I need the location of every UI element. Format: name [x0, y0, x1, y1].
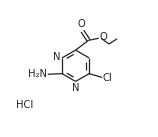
Text: HCl: HCl	[16, 100, 33, 110]
Text: O: O	[99, 32, 107, 42]
Text: H₂N: H₂N	[28, 69, 47, 79]
Text: N: N	[72, 83, 80, 93]
Text: Cl: Cl	[103, 73, 112, 83]
Text: O: O	[78, 19, 86, 29]
Text: N: N	[53, 52, 61, 62]
